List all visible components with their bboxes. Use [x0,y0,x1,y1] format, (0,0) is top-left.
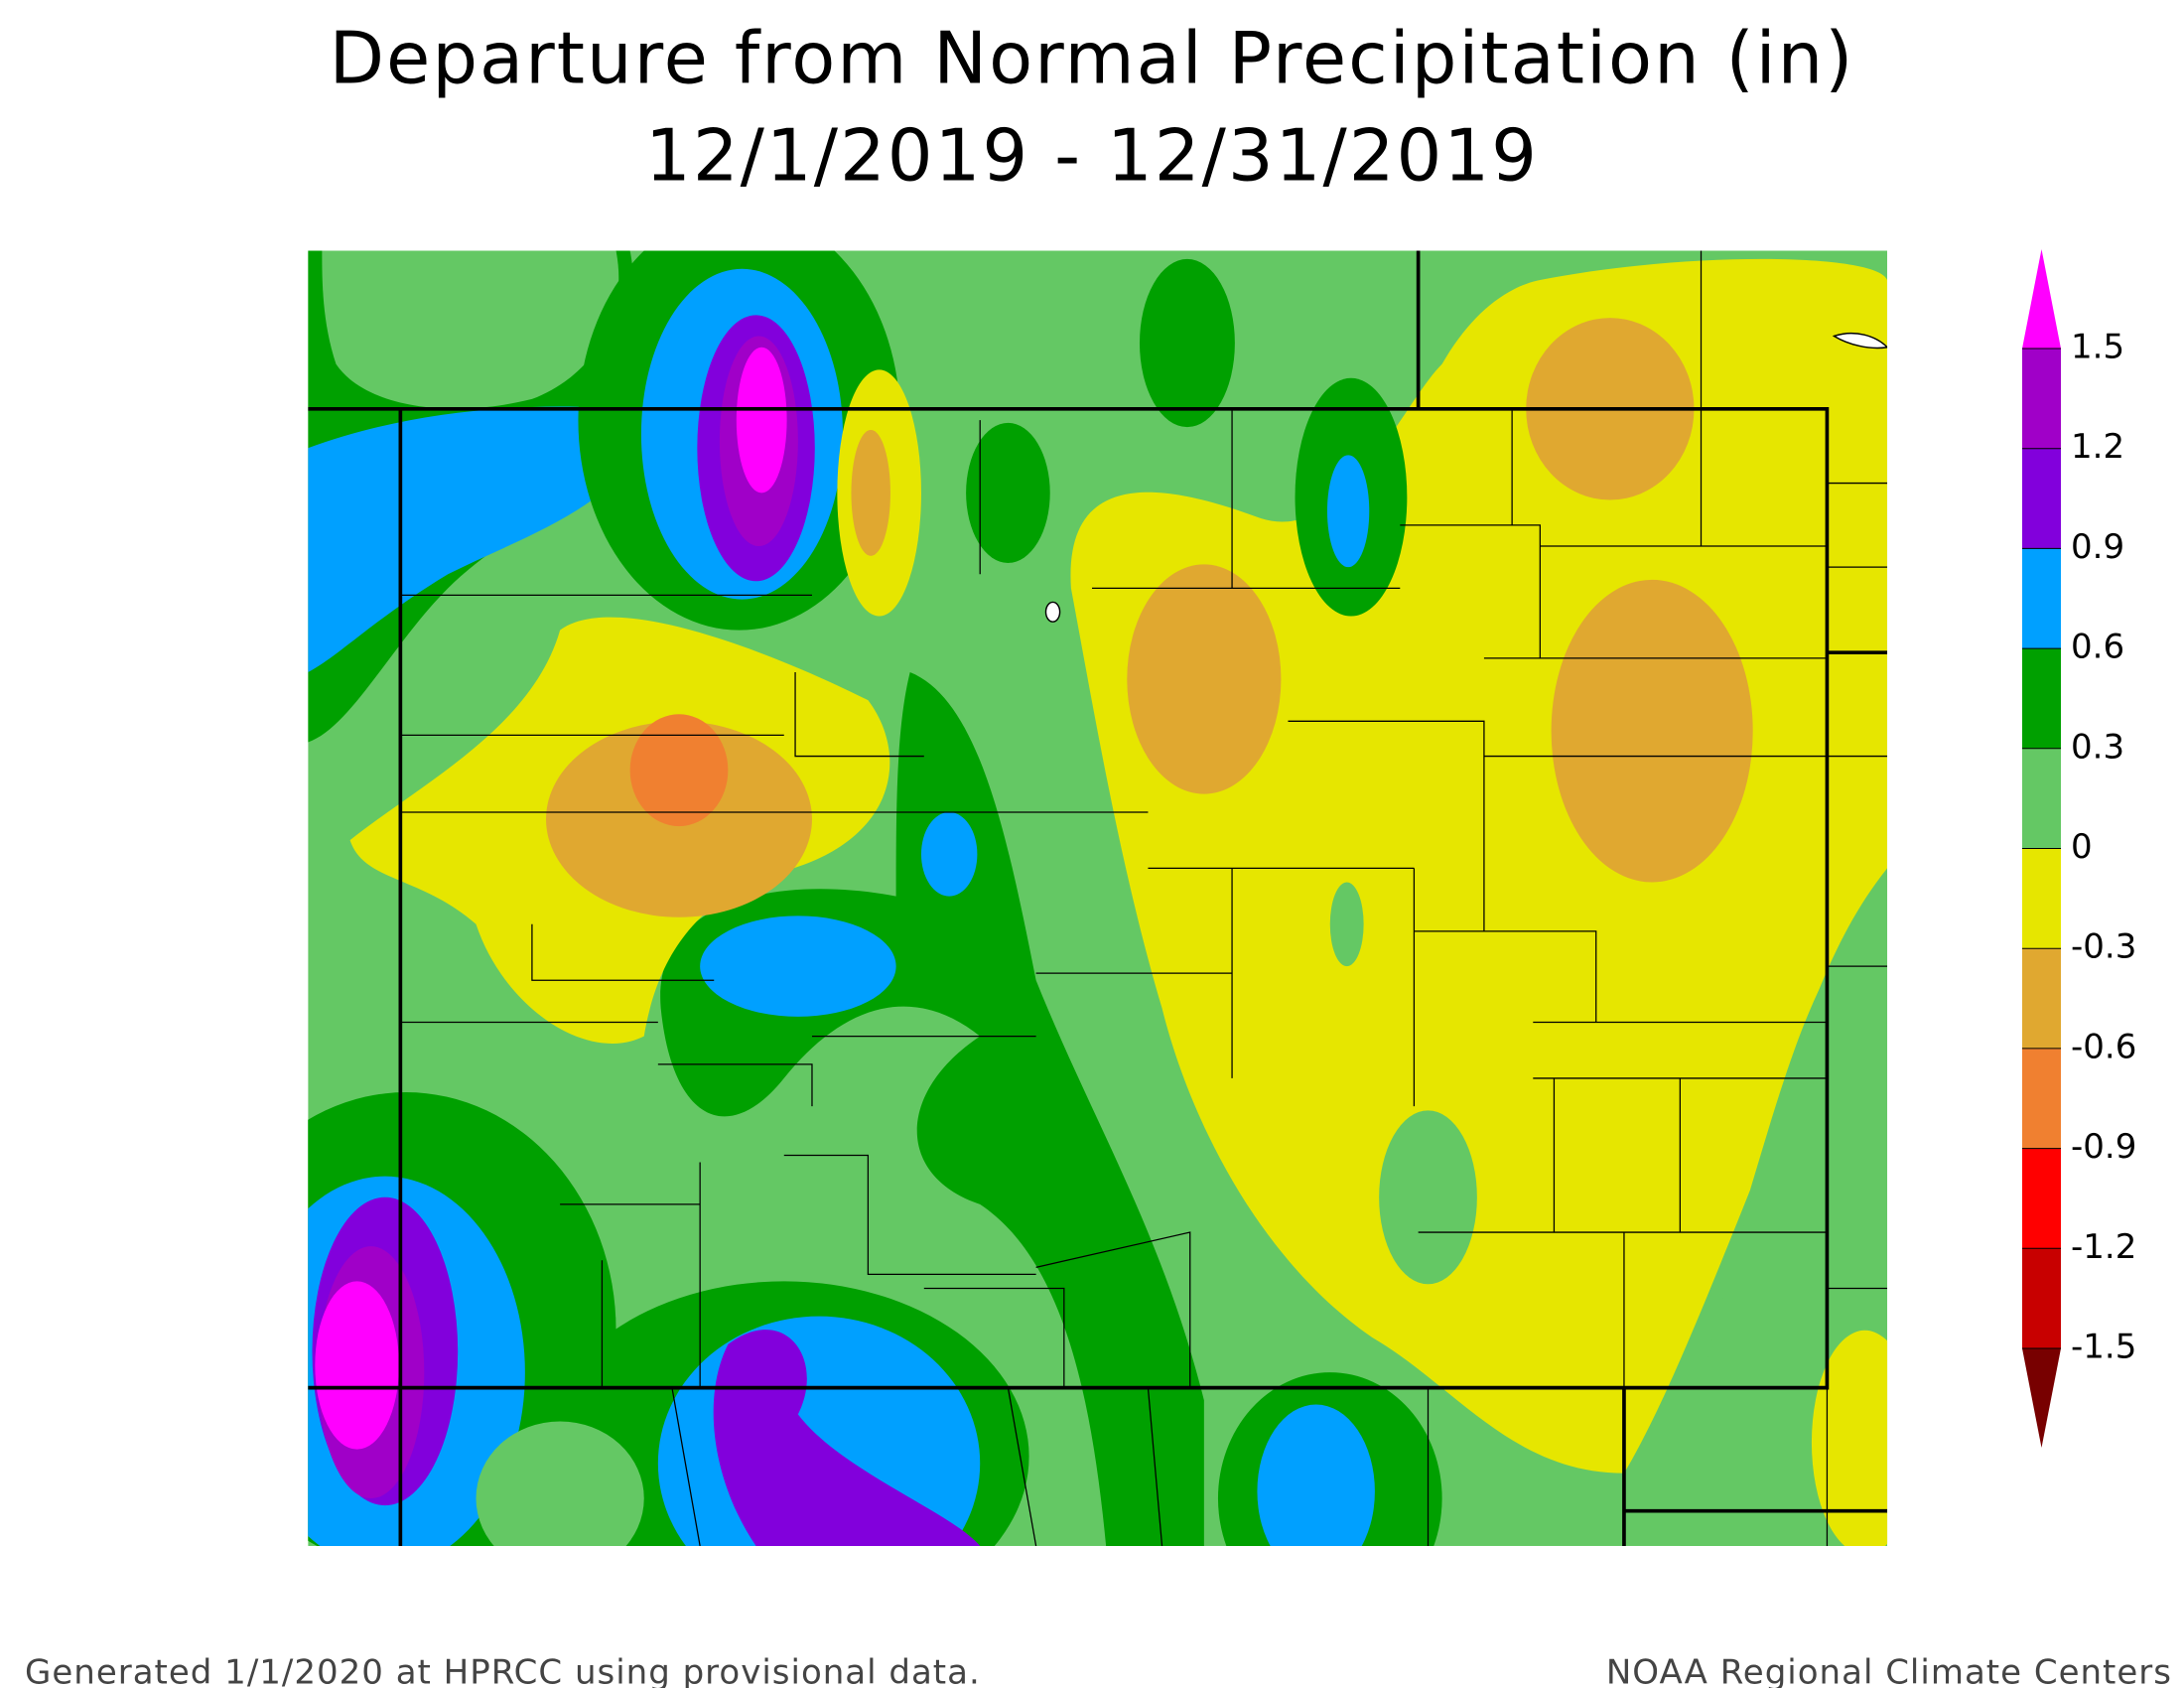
contour [1329,882,1364,967]
contour [476,1421,644,1546]
subtitle: 12/1/2019 - 12/31/2019 [645,114,1539,198]
contour [1379,1110,1477,1285]
colorbar-segment [2022,1148,2061,1249]
map [308,250,1888,1546]
footer-left: Generated 1/1/2020 at HPRCC using provis… [25,1653,981,1688]
lake [1044,601,1061,623]
contour [660,671,1204,1546]
contour [1139,258,1235,428]
contour [1127,564,1282,794]
contour [629,714,729,827]
title: Departure from Normal Precipitation (in) [330,17,1855,100]
contour [1257,1404,1375,1546]
contour [700,915,896,1017]
colorbar-label: 0.3 [2071,727,2124,767]
contour [920,811,978,897]
colorbar-label: -0.3 [2071,927,2136,967]
colorbar-label: -1.5 [2071,1328,2136,1367]
contour [736,347,787,493]
colorbar-label: 1.5 [2071,328,2124,367]
colorbar-label: -0.6 [2071,1027,2136,1066]
contour [851,429,890,556]
contour [1326,455,1370,568]
colorbar-segment [2022,349,2061,449]
colorbar-label: -0.9 [2071,1127,2136,1167]
colorbar-label: 0 [2071,827,2093,867]
footer-right: NOAA Regional Climate Centers [1606,1653,2172,1688]
lake [1832,332,1888,350]
contour [308,406,658,672]
contour [1070,258,1888,1474]
contour [1551,579,1753,883]
colorbar: 1.5 1.2 0.9 0.6 0.3 0 -0.3 -0.6 -0.9 -1.2 -1.5 [2022,249,2136,1448]
colorbar-segment [2022,1048,2061,1149]
colorbar-segment [2022,748,2061,849]
contour [1811,1330,1888,1546]
colorbar-segment [2022,648,2061,749]
contour [966,422,1050,563]
colorbar-label: 0.9 [2071,527,2124,567]
colorbar-segment [2022,848,2061,949]
colorbar-arrow [2022,249,2061,349]
contour [322,250,619,409]
colorbar-label: 1.2 [2071,427,2124,467]
colorbar-segment [2022,548,2061,649]
colorbar-segment [2022,1248,2061,1348]
contour [315,1281,399,1450]
colorbar-label: 0.6 [2071,628,2124,667]
contour [713,1330,981,1546]
colorbar-arrow [2022,1348,2061,1448]
colorbar-segment [2022,448,2061,549]
colorbar-segment [2022,948,2061,1049]
colorbar-label: -1.2 [2071,1227,2136,1267]
